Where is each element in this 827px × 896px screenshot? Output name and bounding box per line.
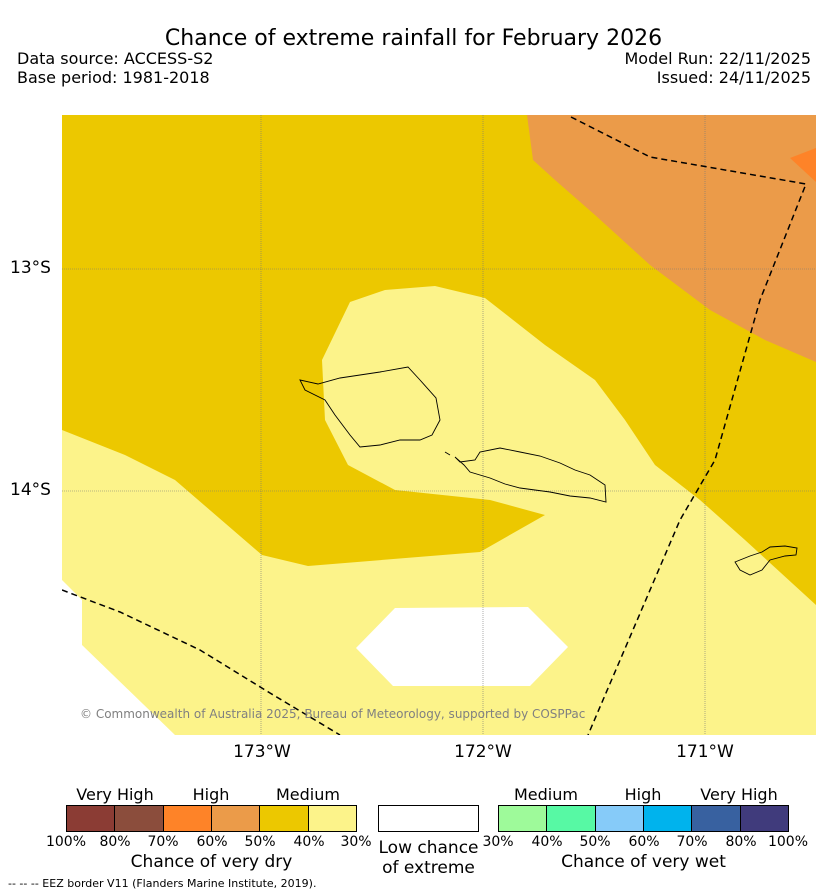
wet-swatch-70-80 (692, 806, 741, 831)
low-chance-label: Low chance of extreme (368, 838, 489, 878)
base-period-text: Base period: 1981-2018 (17, 68, 210, 87)
island-tutuila (734, 545, 798, 576)
data-source-text: Data source: ACCESS-S2 (17, 49, 214, 68)
eez-border (62, 116, 808, 735)
wet-tick-70: 70% (676, 834, 708, 850)
wet-tick-100: 100% (767, 834, 809, 850)
wet-tick-80: 80% (725, 834, 757, 850)
dry-swatch-70-80 (115, 806, 164, 831)
low-chance-line2: of extreme (382, 858, 475, 878)
dry-header-medium: Medium (276, 785, 340, 804)
source-info: Data source: ACCESS-S2 Base period: 1981… (17, 49, 213, 87)
wet-tick-40: 40% (531, 834, 563, 850)
issued-text: Issued: 24/11/2025 (656, 68, 811, 87)
lat-label-13s: 13°S (10, 258, 51, 278)
model-run-text: Model Run: 22/11/2025 (624, 49, 812, 68)
wet-header-high: High (624, 785, 662, 804)
wet-legend-title: Chance of very wet (561, 852, 726, 872)
wet-swatch-60-70 (643, 806, 693, 831)
dry-swatch-30-40 (308, 806, 356, 831)
island-savaii (299, 366, 441, 448)
dry-tick-50: 50% (244, 834, 276, 850)
low-chance-line1: Low chance (378, 838, 479, 858)
dry-colorbar (66, 805, 357, 832)
lon-label-173w: 173°W (233, 742, 291, 762)
dry-header-high: High (192, 785, 230, 804)
wet-colorbar (498, 805, 789, 832)
low-chance-swatch (378, 805, 479, 832)
dry-tick-100: 100% (45, 834, 87, 850)
dry-swatch-50-60 (211, 806, 261, 831)
wet-swatch-50-60 (595, 806, 644, 831)
wet-swatch-30-40 (499, 806, 548, 831)
dry-tick-30: 30% (340, 834, 372, 850)
lon-label-172w: 172°W (454, 742, 512, 762)
dry-tick-40: 40% (293, 834, 325, 850)
dry-tick-60: 60% (196, 834, 228, 850)
dry-tick-70: 70% (147, 834, 179, 850)
wet-header-medium: Medium (514, 785, 578, 804)
wet-tick-60: 60% (628, 834, 660, 850)
islands (299, 366, 798, 576)
map-canvas (62, 115, 816, 735)
zone-no-signal (62, 580, 175, 735)
zone-medium-dry-30-40 (62, 286, 816, 735)
rainfall-map (62, 115, 816, 735)
copyright-text: © Commonwealth of Australia 2025, Bureau… (80, 707, 586, 721)
dry-legend-title: Chance of very dry (130, 852, 293, 872)
wet-swatch-80-100 (740, 806, 788, 831)
dry-swatch-40-50 (260, 806, 309, 831)
eez-footnote: -- -- -- EEZ border V11 (Flanders Marine… (8, 877, 317, 890)
run-info: Model Run: 22/11/2025 Issued: 24/11/2025 (625, 49, 812, 87)
dry-tick-80: 80% (99, 834, 131, 850)
island-upolu (444, 447, 607, 503)
dry-swatch-80-100 (67, 806, 116, 831)
zone-high-dry-70-80 (790, 148, 816, 182)
map-title: Chance of extreme rainfall for February … (164, 26, 663, 51)
wet-tick-30: 30% (482, 834, 514, 850)
wet-tick-50: 50% (579, 834, 611, 850)
dry-swatch-60-70 (163, 806, 212, 831)
lat-label-14s: 14°S (10, 480, 51, 500)
lon-label-171w: 171°W (676, 742, 734, 762)
zone-high-dry-60-70 (527, 115, 816, 362)
wet-swatch-40-50 (547, 806, 596, 831)
gridlines (62, 115, 816, 735)
wet-header-very-high: Very High (700, 785, 778, 804)
dry-header-very-high: Very High (76, 785, 154, 804)
zone-low-chance (356, 607, 568, 686)
